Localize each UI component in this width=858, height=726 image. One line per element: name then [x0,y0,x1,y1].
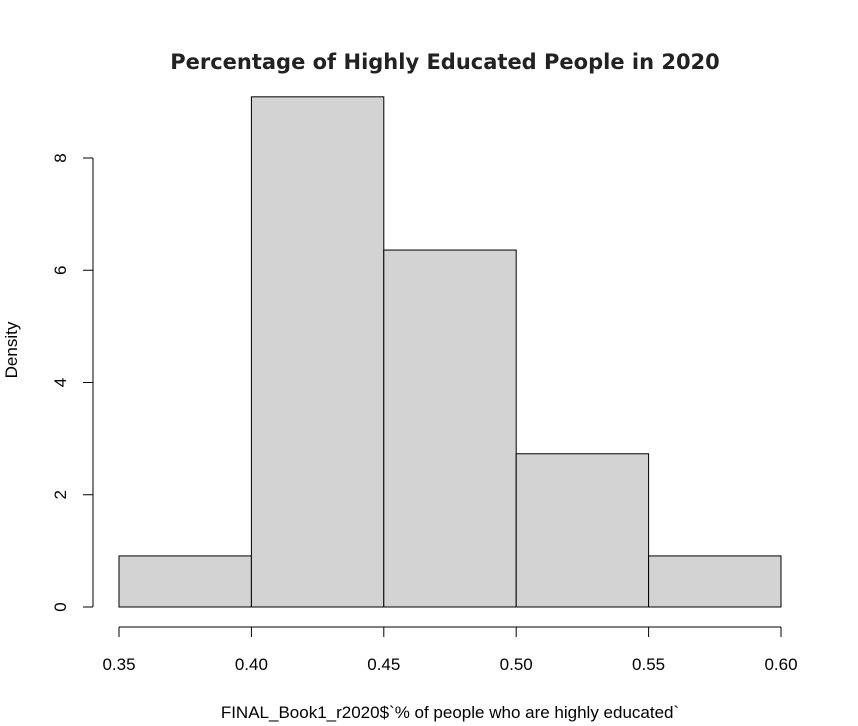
y-tick-label-0: 0 [51,602,70,611]
x-tick-label-1: 0.40 [235,655,268,674]
y-tick-label-2: 4 [51,378,70,387]
x-tick-label-5: 0.60 [764,655,797,674]
x-axis-label: FINAL_Book1_r2020$`% of people who are h… [221,703,679,722]
histogram-bar-1 [250,96,385,608]
histogram-bar-4 [648,555,782,608]
y-axis-label: Density [2,321,21,378]
x-tick-label-3: 0.50 [500,655,533,674]
histogram-bar-2 [383,249,517,608]
x-tick-label-4: 0.55 [632,655,665,674]
histogram-bar-0 [118,555,252,608]
x-tick-label-0: 0.35 [102,655,135,674]
y-axis: 0 2 4 6 8 [51,153,94,612]
y-tick-label-1: 2 [51,490,70,499]
histogram-bar-3 [515,453,650,608]
x-axis: 0.35 0.40 0.45 0.50 0.55 0.60 [102,626,798,674]
chart-title: Percentage of Highly Educated People in … [170,50,720,74]
y-tick-label-3: 6 [51,266,70,275]
x-tick-label-2: 0.45 [367,655,400,674]
bars-group [118,96,782,608]
y-tick-label-4: 8 [51,153,70,162]
